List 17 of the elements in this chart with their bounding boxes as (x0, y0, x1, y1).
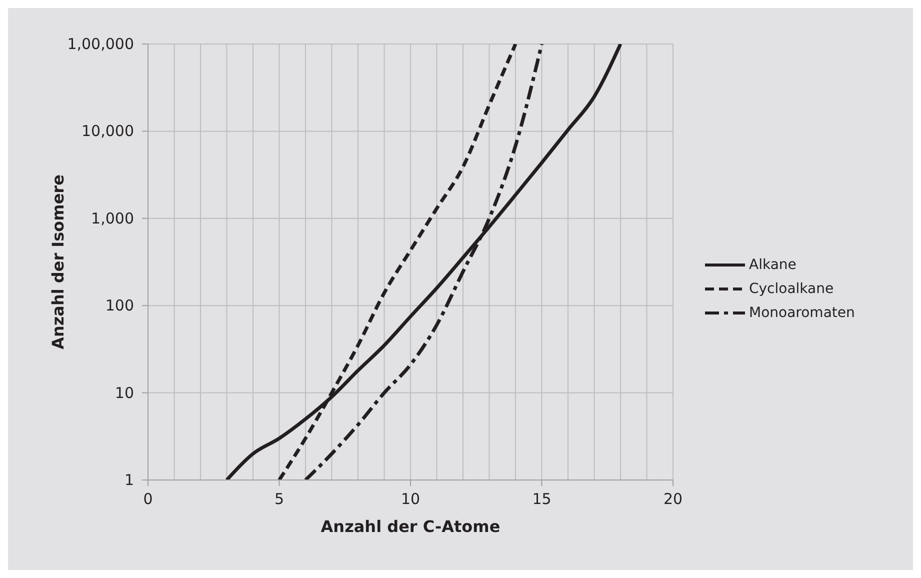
x-tick-label: 0 (143, 490, 153, 508)
y-tick-label: 1 (124, 471, 134, 489)
y-tick-label: 10,000 (82, 122, 134, 140)
x-tick-label: 20 (663, 490, 683, 508)
legend-label: Cycloalkane (749, 281, 834, 297)
y-tick-label: 10 (114, 384, 134, 402)
y-axis-title: Anzahl der Isomere (48, 174, 68, 350)
x-tick-label: 10 (400, 490, 420, 508)
y-tick-label: 100 (105, 296, 134, 315)
x-tick-label: 5 (274, 490, 284, 508)
x-axis-title: Anzahl der C-Atome (320, 517, 500, 536)
legend-label: Alkane (749, 257, 796, 273)
x-tick-label: 15 (532, 490, 552, 508)
line-series (225, 44, 622, 480)
y-tick-label: 1,00,000 (67, 35, 134, 53)
y-tick-label: 1,000 (91, 209, 134, 228)
legend-label: Monoaromaten (749, 305, 855, 321)
